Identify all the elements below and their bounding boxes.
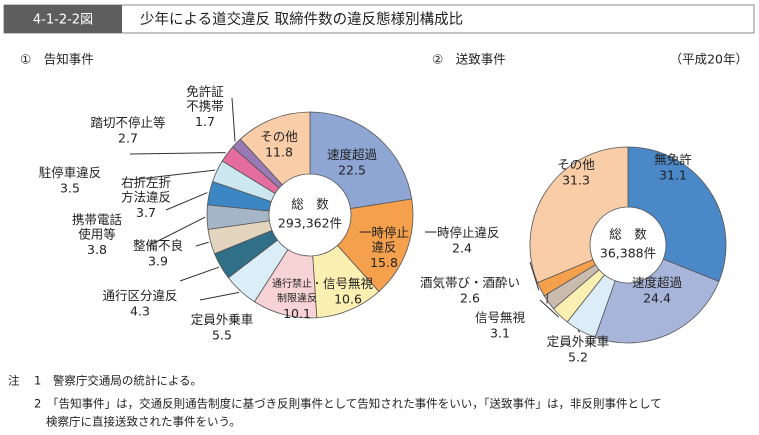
slice-label: 携帯電話使用等 <box>72 212 122 242</box>
leader-line <box>129 169 216 181</box>
slice-label: 酒気帯び・酒酔い <box>420 275 520 290</box>
pie-slice <box>594 258 720 344</box>
slice-label: 一時停止違反 <box>359 225 409 255</box>
slice-label: 定員外乗車 <box>547 334 610 349</box>
slice-label: 定員外乗車 <box>191 312 254 327</box>
note-mark: 注 <box>8 374 20 388</box>
total-label: 36,388件 <box>600 246 656 261</box>
note: 検察庁に直接送致された事件をいう。 <box>46 415 241 429</box>
leader-line <box>179 266 220 282</box>
slice-label: その他 <box>557 157 595 172</box>
slice-value: 2.6 <box>460 290 480 305</box>
leader-line <box>577 329 581 333</box>
slice-value: 22.5 <box>338 162 366 177</box>
slice-value: 31.1 <box>659 167 687 182</box>
slice-label: 免許証不携帯 <box>186 84 224 114</box>
slice-value: 15.8 <box>370 255 398 270</box>
leader-line <box>529 261 540 291</box>
slice-label: 通行禁止・制限違反 <box>272 277 322 305</box>
figure-number: 4-1-2-2図 <box>33 13 93 28</box>
slice-value: 3.1 <box>490 325 510 340</box>
slice-value: 31.3 <box>562 172 590 187</box>
slice-label: 信号無視 <box>475 310 526 325</box>
slice-label: 一時停止違反 <box>424 225 499 240</box>
pie-slice <box>529 146 629 284</box>
slice-label: 整備不良 <box>133 238 183 253</box>
leader-line <box>231 97 236 142</box>
slice-label: その他 <box>260 129 298 144</box>
title-bar <box>3 4 755 34</box>
leader-line <box>149 216 206 246</box>
slice-value: 5.5 <box>212 327 232 342</box>
note: 2 「告知事件」は，交通反則通告制度に基づき反則事件として告知された事件をいい，… <box>34 397 662 411</box>
slice-value: 3.8 <box>87 242 107 257</box>
slice-value: 3.5 <box>60 180 80 195</box>
leader-line <box>195 241 209 247</box>
slice-value: 4.3 <box>130 303 150 318</box>
chart-title: ② 送致事件 <box>432 52 506 67</box>
figure-title: 少年による道交違反 取締件数の違反態様別構成比 <box>140 10 463 28</box>
figure-number-box <box>4 5 122 33</box>
annotation: （平成20年） <box>670 52 748 67</box>
pie-slice <box>336 198 414 293</box>
slice-value: 10.6 <box>334 291 362 306</box>
slice-value: 3.7 <box>136 205 156 220</box>
slice-label: 無免許 <box>654 152 692 167</box>
slice-value: 3.9 <box>148 253 168 268</box>
slice-label: 通行区分違反 <box>102 288 177 303</box>
slice-value: 5.2 <box>568 349 588 364</box>
pie-slice <box>309 111 413 210</box>
center-label: 総 数 <box>291 197 329 212</box>
slice-value: 11.8 <box>265 144 293 159</box>
pie-slice <box>627 146 727 282</box>
slice-value: 24.4 <box>643 290 671 305</box>
leader-line <box>199 291 240 301</box>
note: 1 警察庁交通局の統計による。 <box>34 374 202 388</box>
slice-value: 2.4 <box>452 240 472 255</box>
slice-value: 10.1 <box>283 306 311 321</box>
chart-title: ① 告知事件 <box>20 52 94 67</box>
leader-line <box>165 192 208 211</box>
slice-value: 2.7 <box>118 130 138 145</box>
slice-label: 信号無視 <box>323 276 374 291</box>
leader-line <box>129 152 226 155</box>
slice-label: 右折左折方法違反 <box>121 175 171 205</box>
slice-label: 速度超過 <box>327 147 378 162</box>
total-label: 293,362件 <box>278 216 342 231</box>
center-label: 総 数 <box>609 227 647 242</box>
slice-label: 速度超過 <box>632 275 683 290</box>
slice-label: 踏切不停止等 <box>90 115 165 130</box>
slice-label: 駐停車違反 <box>39 165 102 180</box>
slice-value: 1.7 <box>195 114 215 129</box>
leader-line <box>539 299 560 318</box>
pie-slice <box>239 111 311 186</box>
